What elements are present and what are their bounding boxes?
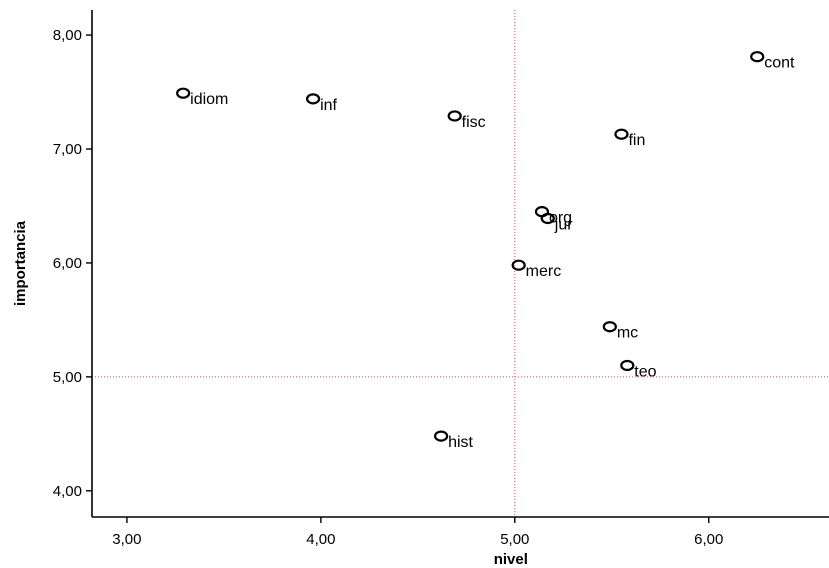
point-label: teo [634,363,656,380]
point-label: cont [764,55,795,72]
x-tick-label: 6,00 [694,531,723,548]
point-marker [511,259,526,271]
y-axis-title: importancia [12,220,29,306]
x-tick-label: 3,00 [112,531,141,548]
point-marker [447,110,462,122]
y-tick-label: 6,00 [53,255,82,272]
point-label: inf [320,97,337,114]
point-marker [176,87,191,99]
x-axis-title: nivel [494,551,528,568]
point-label: jur [554,216,573,233]
y-tick-label: 4,00 [53,483,82,500]
point-label: fin [628,132,645,149]
point-label: org [549,210,572,227]
point-marker [620,359,635,372]
x-tick-label: 5,00 [500,531,529,548]
point-label: fisc [462,114,486,131]
point-marker [306,93,321,105]
point-label: idiom [190,91,228,108]
y-tick-label: 7,00 [53,141,82,158]
point-label: hist [448,434,473,451]
point-marker [750,51,765,63]
point-marker [434,430,449,442]
y-tick-label: 8,00 [53,27,82,44]
point-marker [602,321,617,333]
x-tick-label: 4,00 [306,531,335,548]
point-label: mc [617,325,638,342]
point-marker [614,128,629,140]
point-marker [540,212,555,225]
point-label: merc [526,263,562,280]
y-tick-label: 5,00 [53,369,82,386]
